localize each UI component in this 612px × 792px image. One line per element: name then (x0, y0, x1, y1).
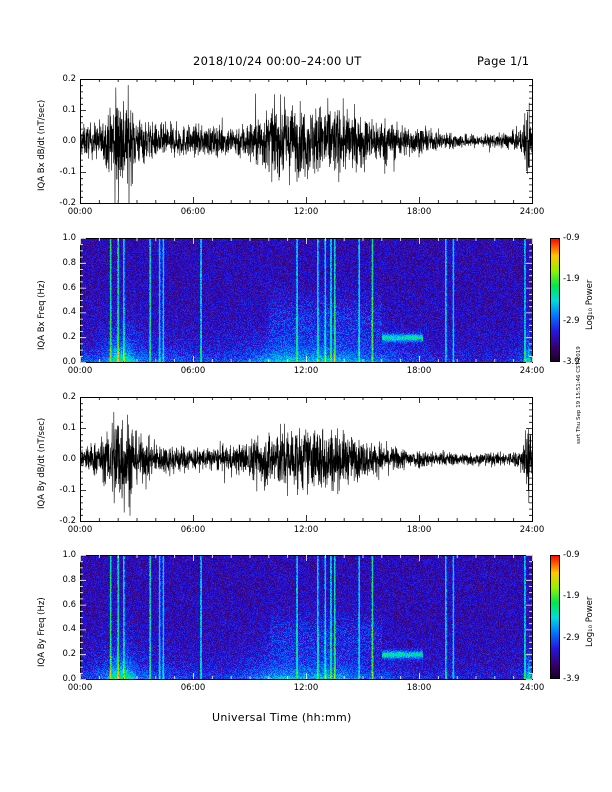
y-tick-label: 0.2 (62, 74, 76, 84)
waveform-plot-2 (80, 411, 532, 516)
y-tick-label: 0.1 (62, 423, 76, 433)
y-axis-label: IQA Bx dB/dt (nT/sec) (37, 99, 47, 191)
x-tick-label: 06:00 (180, 366, 206, 376)
x-tick-label: 06:00 (180, 525, 206, 535)
y-tick-label: -0.1 (59, 167, 76, 177)
colorbar-tick-label: -2.9 (563, 632, 580, 643)
y-tick-label: 0.1 (62, 105, 76, 115)
colorbar-frame-3 (550, 555, 560, 679)
x-axis-title: Universal Time (hh:mm) (212, 711, 352, 724)
y-tick-label: 0.6 (62, 599, 76, 610)
y-tick-label: 0.2 (62, 332, 76, 343)
y-axis-label: IQA Bx Freq (Hz) (37, 280, 47, 350)
y-tick-label: 0.0 (62, 454, 76, 464)
colorbar-1 (550, 238, 560, 362)
x-tick-label: 24:00 (519, 366, 545, 376)
page-number: Page 1/1 (477, 54, 530, 68)
spectrogram-3 (80, 555, 532, 679)
y-tick-label: 0.2 (62, 392, 76, 402)
spectrogram-1 (80, 238, 532, 362)
x-tick-label: 00:00 (67, 366, 93, 376)
y-tick-label: 0.4 (62, 307, 76, 318)
tick-marks-2 (80, 397, 533, 522)
figure-title: 2018/10/24 00:00–24:00 UT (193, 54, 362, 68)
x-tick-label: 18:00 (406, 207, 432, 217)
x-tick-label: 18:00 (406, 366, 432, 376)
y-tick-label: 1.0 (62, 550, 76, 560)
x-tick-label: 00:00 (67, 525, 93, 535)
x-tick-label: 24:00 (519, 207, 545, 217)
colorbar-3 (550, 555, 560, 679)
x-tick-label: 12:00 (293, 525, 319, 535)
colorbar-tick-label: -3.9 (563, 357, 580, 367)
y-tick-label: -0.2 (59, 516, 76, 526)
colorbar-tick-label: -1.9 (563, 591, 580, 602)
y-tick-label: 0.6 (62, 282, 76, 293)
colorbar-tick-label: -3.9 (563, 674, 580, 684)
y-tick-label: 0.0 (62, 136, 76, 146)
tick-marks-1 (80, 238, 533, 363)
waveform-series-0 (80, 84, 532, 203)
y-tick-label: 0.2 (62, 649, 76, 660)
x-tick-label: 06:00 (180, 683, 206, 693)
x-tick-label: 18:00 (406, 683, 432, 693)
y-tick-label: 0.8 (62, 257, 76, 268)
y-axis-label: IQA By Freq (Hz) (37, 597, 47, 667)
colorbar-tick-label: -2.9 (563, 315, 580, 326)
colorbar-tick-label: -0.9 (563, 550, 580, 560)
colorbar-label: Log₁₀ Power (585, 279, 595, 330)
tick-marks-0 (80, 79, 533, 204)
x-tick-label: 12:00 (293, 683, 319, 693)
x-tick-label: 24:00 (519, 525, 545, 535)
x-tick-label: 12:00 (293, 207, 319, 217)
colorbar-frame-1 (550, 238, 560, 362)
x-tick-label: 00:00 (67, 207, 93, 217)
y-tick-label: 0.0 (62, 357, 76, 367)
x-tick-label: 00:00 (67, 683, 93, 693)
side-stamp: ssrt Thu Sep 19 15:51:46 CST 2019 (576, 346, 582, 444)
y-tick-label: -0.2 (59, 198, 76, 208)
colorbar-label: Log₁₀ Power (585, 596, 595, 647)
x-tick-label: 06:00 (180, 207, 206, 217)
tick-marks-3 (80, 555, 533, 680)
x-tick-label: 24:00 (519, 683, 545, 693)
y-tick-label: 0.0 (62, 674, 76, 684)
x-tick-label: 18:00 (406, 525, 432, 535)
y-tick-label: 0.8 (62, 574, 76, 585)
y-tick-label: 1.0 (62, 233, 76, 243)
y-tick-label: -0.1 (59, 485, 76, 495)
y-tick-label: 0.4 (62, 624, 76, 635)
waveform-plot-0 (80, 84, 532, 203)
waveform-series-2 (80, 411, 532, 516)
y-axis-label: IQA By dB/dt (nT/sec) (37, 417, 47, 509)
colorbar-tick-label: -0.9 (563, 233, 580, 243)
colorbar-tick-label: -1.9 (563, 274, 580, 285)
x-tick-label: 12:00 (293, 366, 319, 376)
